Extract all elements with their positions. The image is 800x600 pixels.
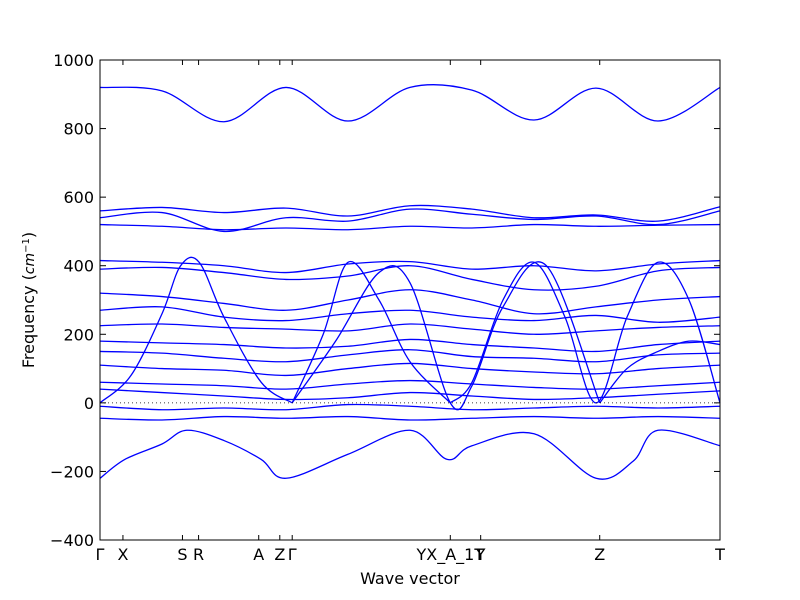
y-axis-label-close: ) — [19, 232, 38, 238]
x-tick-label: R — [193, 545, 204, 564]
band-line-22 — [599, 340, 721, 404]
band-line-8 — [99, 306, 721, 323]
band-line-7 — [99, 289, 721, 315]
y-tick-label: 800 — [63, 120, 94, 139]
band-line-19 — [291, 260, 451, 404]
x-tick-label: Z — [594, 545, 605, 564]
y-tick-label: 400 — [63, 257, 94, 276]
band-line-17 — [99, 429, 721, 480]
y-tick-label: 600 — [63, 188, 94, 207]
x-tick-label: Z — [274, 545, 285, 564]
x-tick-label: S — [177, 545, 187, 564]
x-tick-label: Γ — [96, 545, 105, 564]
x-tick-label: T — [714, 545, 725, 564]
y-tick-label: 1000 — [53, 51, 94, 70]
x-tick-label: Γ — [288, 545, 297, 564]
x-tick-label: Y — [475, 545, 486, 564]
band-line-18 — [99, 256, 293, 404]
phonon-bands — [99, 83, 721, 480]
band-line-12 — [99, 362, 721, 377]
y-tick-label: 200 — [63, 325, 94, 344]
band-line-2 — [99, 204, 721, 222]
band-line-21 — [291, 261, 601, 411]
y-axis-label: Frequency (cm−1) — [19, 232, 38, 368]
y-axis: −400 −200 0 200 400 600 800 1000 — [50, 51, 720, 550]
y-axis-label-main: Frequency ( — [19, 274, 38, 368]
band-line-6 — [99, 265, 721, 291]
band-line-16 — [99, 415, 721, 421]
x-tick-label: X — [117, 545, 128, 564]
x-axis: Γ X S R A Z Γ YX_A_1TY Z T — [96, 60, 725, 565]
band-line-11 — [99, 349, 721, 363]
band-line-1 — [99, 83, 721, 123]
x-axis-label: Wave vector — [360, 569, 460, 588]
x-tick-label: A — [253, 545, 264, 564]
band-line-9 — [99, 323, 721, 335]
band-line-4 — [99, 223, 721, 231]
y-axis-label-unit: cm — [22, 253, 38, 274]
band-line-10 — [99, 338, 721, 353]
y-tick-label: −400 — [50, 531, 94, 550]
y-tick-label: 0 — [84, 394, 94, 413]
band-line-5 — [99, 259, 721, 274]
band-line-15 — [99, 403, 721, 411]
y-tick-label: −200 — [50, 462, 94, 481]
band-line-3 — [99, 208, 721, 233]
band-line-20 — [449, 261, 721, 404]
plot-area-frame — [99, 59, 721, 541]
x-tick-label: YX_A_1T — [415, 545, 484, 565]
band-line-13 — [99, 379, 721, 390]
band-line-14 — [99, 388, 721, 401]
y-axis-label-exp: −1 — [21, 238, 32, 253]
